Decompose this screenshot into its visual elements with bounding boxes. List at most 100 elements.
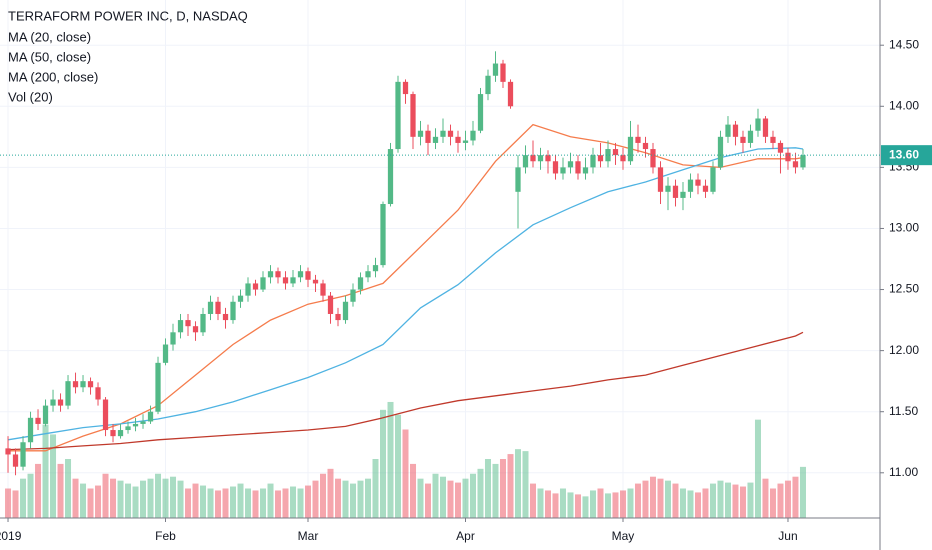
candle-body: [560, 167, 566, 174]
volume-bar: [170, 476, 177, 518]
volume-bar: [537, 488, 544, 518]
x-tick-label: May: [612, 529, 635, 543]
candle-body: [537, 155, 544, 162]
candle-body: [477, 94, 484, 131]
candle-body: [425, 130, 431, 143]
candle-body: [125, 426, 131, 431]
volume-bar: [777, 483, 784, 518]
volume-bar: [732, 484, 739, 518]
candle-body: [80, 381, 86, 388]
volume-bar: [252, 490, 259, 518]
candle-body: [5, 448, 11, 455]
candle-body: [57, 399, 64, 406]
volume-bar: [267, 483, 274, 518]
candle-body: [102, 399, 109, 431]
candle-body: [492, 63, 499, 76]
legend-entry: MA (200, close): [8, 69, 98, 84]
volume-bar: [5, 488, 12, 518]
candle-body: [575, 161, 581, 174]
candle-body: [545, 155, 551, 162]
candle-body: [110, 430, 116, 437]
volume-bar: [507, 454, 514, 518]
volume-bar: [724, 482, 731, 518]
candle-body: [515, 167, 521, 192]
volume-bar: [762, 478, 769, 518]
candle-body: [620, 155, 626, 162]
candle-layer: [5, 51, 806, 476]
volume-bar: [664, 480, 671, 518]
volume-bar: [717, 480, 724, 518]
candle-body: [725, 124, 731, 137]
volume-bar: [574, 494, 581, 518]
volume-bar: [395, 414, 402, 518]
candle-body: [350, 289, 356, 302]
volume-bar: [335, 478, 342, 518]
candle-body: [117, 430, 124, 437]
candle-body: [380, 204, 386, 266]
candle-body: [290, 277, 296, 284]
candle-body: [282, 277, 289, 284]
last-price-box: [881, 145, 932, 166]
candle-body: [455, 136, 461, 143]
candle-body: [177, 320, 184, 333]
volume-bar: [612, 492, 619, 518]
volume-bar: [387, 401, 394, 518]
candle-body: [582, 167, 589, 174]
volume-bar: [117, 480, 124, 518]
volume-bar: [492, 463, 499, 518]
candle-body: [710, 167, 716, 192]
volume-bar: [747, 482, 754, 518]
candle-body: [800, 155, 806, 168]
volume-bar: [350, 483, 357, 518]
candle-body: [702, 185, 709, 192]
candle-body: [222, 313, 229, 321]
volume-bar: [147, 478, 154, 518]
candle-body: [732, 124, 739, 137]
candle-body: [717, 136, 724, 168]
volume-bar: [87, 488, 94, 518]
y-tick-label: 12.00: [889, 343, 919, 357]
volume-bar: [260, 488, 267, 518]
volume-bar: [380, 409, 387, 518]
volume-bar: [627, 488, 634, 518]
legend-entry: Vol (20): [8, 89, 53, 104]
volume-bar: [769, 488, 776, 518]
candle-body: [260, 277, 266, 290]
volume-bar: [290, 486, 297, 518]
x-tick-label: Mar: [298, 529, 319, 543]
volume-layer: [5, 401, 806, 518]
candle-body: [612, 149, 619, 156]
ma-layer: [7, 123, 804, 452]
volume-bar: [784, 480, 791, 518]
y-tick-label: 14.00: [889, 98, 919, 112]
candle-body: [207, 301, 214, 314]
volume-bar: [110, 478, 117, 518]
candle-body: [755, 118, 761, 131]
volume-bar: [709, 483, 716, 518]
candle-body: [267, 271, 274, 278]
volume-bar: [544, 490, 551, 518]
volume-bar: [484, 459, 491, 518]
candle-body: [192, 326, 199, 333]
volume-bar: [529, 483, 536, 518]
volume-bar: [50, 434, 57, 518]
volume-bar: [200, 485, 207, 518]
ma-line: [7, 147, 804, 441]
volume-bar: [799, 466, 806, 518]
candle-body: [447, 130, 454, 137]
candle-body: [42, 405, 49, 424]
candle-body: [672, 185, 679, 198]
candle-body: [65, 381, 71, 406]
candle-body: [140, 421, 146, 424]
candle-body: [245, 283, 251, 296]
candle-body: [642, 142, 649, 150]
candle-body: [312, 279, 319, 284]
volume-bar: [672, 483, 679, 518]
candle-body: [372, 265, 379, 272]
volume-bar: [454, 482, 461, 518]
volume-bar: [679, 488, 686, 518]
candle-body: [635, 136, 641, 143]
candle-body: [237, 295, 244, 302]
candle-body: [440, 130, 446, 137]
candle-body: [680, 191, 686, 198]
